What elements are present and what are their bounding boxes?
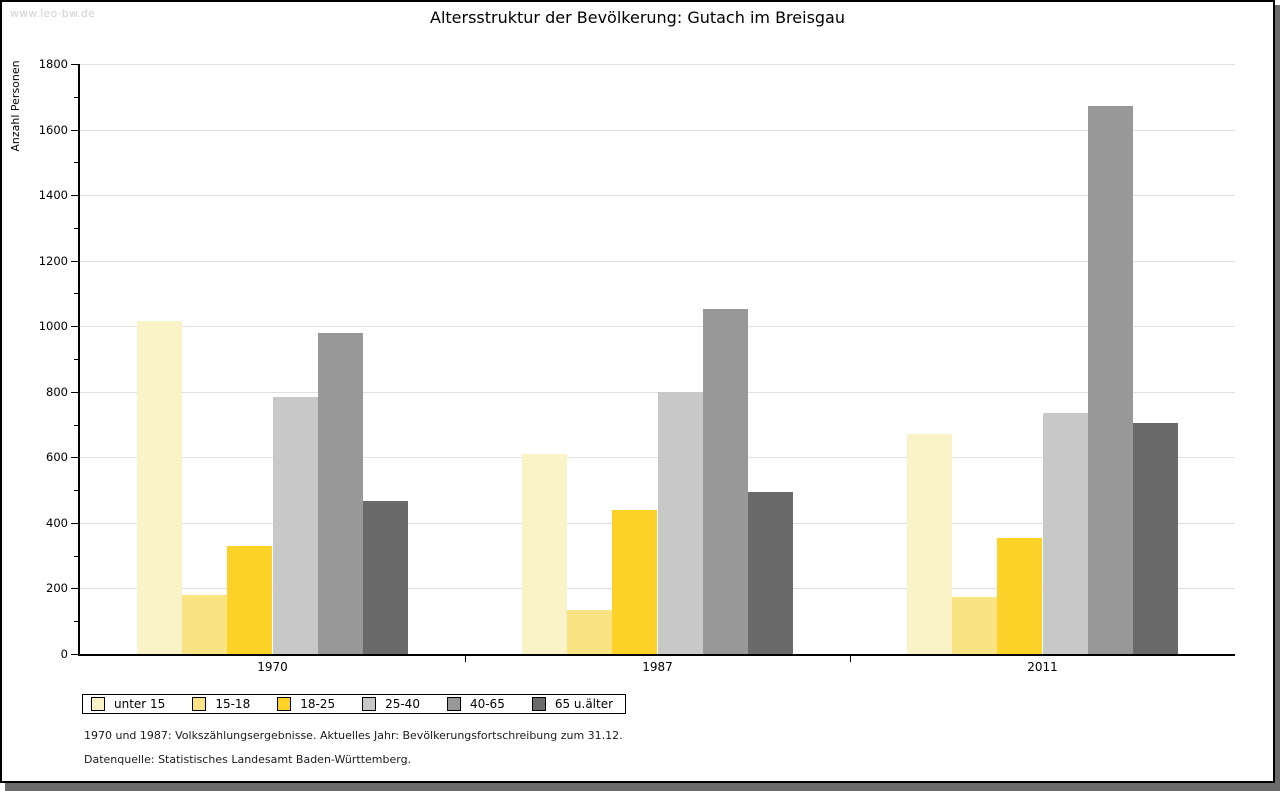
legend-item-18-25: 18-25 [277, 697, 335, 711]
bar-2011-65-u.älter [1132, 422, 1178, 654]
x-category-label-1987: 1987 [642, 660, 673, 674]
bar-1970-65-u.älter [362, 500, 408, 654]
y-tick-800 [71, 391, 78, 393]
legend-label-40-65: 40-65 [469, 697, 505, 711]
footnote-source-note: 1970 und 1987: Volkszählungsergebnisse. … [84, 729, 623, 742]
legend-item-65-u.älter: 65 u.älter [531, 697, 614, 711]
y-tick-1200 [71, 260, 78, 262]
y-tick-200 [71, 588, 78, 590]
legend-item-40-65: 40-65 [446, 697, 505, 711]
bar-1970-40-65 [317, 333, 363, 654]
page-shadow-bottom [5, 783, 1280, 791]
y-tick-label-1000: 1000 [38, 319, 68, 334]
y-minor-tick-1500 [74, 162, 78, 164]
bar-1987-40-65 [702, 309, 748, 654]
legend-label-18-25: 18-25 [300, 697, 336, 711]
x-axis-line [78, 654, 1235, 656]
bar-2011-15-18 [952, 596, 998, 654]
bar-2011-25-40 [1042, 413, 1088, 654]
legend-swatch-40-65 [446, 697, 461, 711]
footnote-data-source: Datenquelle: Statistisches Landesamt Bad… [84, 753, 412, 766]
bar-1987-15-18 [567, 610, 613, 654]
y-minor-tick-700 [74, 424, 78, 426]
gridline-1600 [80, 129, 1235, 131]
y-tick-600 [71, 457, 78, 459]
y-minor-tick-1300 [74, 227, 78, 229]
gridline-1200 [80, 260, 1235, 262]
y-tick-1000 [71, 326, 78, 328]
bar-1987-65-u.älter [747, 492, 793, 654]
y-tick-0 [71, 654, 78, 655]
y-tick-label-0: 0 [60, 647, 68, 661]
y-tick-1400 [71, 195, 78, 197]
gridline-1800 [80, 64, 1235, 65]
x-boundary-tick-1 [465, 656, 466, 662]
y-tick-400 [71, 522, 78, 524]
bar-2011-unter-15 [906, 433, 953, 654]
y-minor-tick-1700 [74, 96, 78, 98]
y-axis-line [78, 64, 80, 656]
watermark: www.leo-bw.de [10, 7, 96, 20]
y-minor-tick-1100 [74, 293, 78, 295]
gridline-1400 [80, 195, 1235, 197]
legend-swatch-25-40 [362, 697, 377, 711]
bar-1970-18-25 [227, 545, 273, 654]
x-category-label-2011: 2011 [1027, 660, 1058, 674]
legend-label-25-40: 25-40 [385, 697, 420, 711]
legend-swatch-unter-15 [91, 697, 105, 711]
legend-label-15-18: 15-18 [215, 697, 251, 711]
y-tick-label-1400: 1400 [38, 188, 68, 203]
y-tick-1600 [71, 129, 78, 131]
bar-1970-25-40 [272, 396, 318, 654]
legend-swatch-18-25 [277, 697, 292, 711]
chart-title: Altersstruktur der Bevölkerung: Gutach i… [430, 8, 845, 27]
legend-item-unter-15: unter 15 [91, 697, 165, 711]
bar-1987-25-40 [657, 391, 703, 654]
bar-2011-40-65 [1087, 106, 1133, 654]
x-boundary-tick-2 [850, 656, 851, 662]
plot-area: 0 200 400 600 800 1000 1200 1400 1600 1800 1970 198… [39, 57, 1235, 674]
y-minor-tick-100 [74, 621, 78, 623]
bar-1970-unter-15 [136, 321, 183, 654]
legend-swatch-65-u.älter [531, 697, 546, 711]
y-tick-label-1600: 1600 [38, 122, 68, 137]
bar-1987-unter-15 [521, 454, 568, 654]
legend-item-15-18: 15-18 [192, 697, 250, 711]
y-tick-label-200: 200 [46, 581, 68, 596]
bar-1970-15-18 [182, 595, 228, 654]
y-tick-label-1800: 1800 [38, 57, 68, 71]
x-category-label-1970: 1970 [257, 660, 288, 674]
bar-2011-18-25 [997, 537, 1043, 654]
y-tick-label-1200: 1200 [38, 253, 68, 268]
y-tick-label-600: 600 [46, 450, 68, 465]
y-minor-tick-500 [74, 490, 78, 492]
y-tick-label-400: 400 [46, 515, 68, 530]
y-minor-tick-900 [74, 359, 78, 360]
y-minor-tick-300 [74, 555, 78, 557]
legend-label-65-u.älter: 65 u.älter [554, 697, 614, 711]
y-tick-1800 [71, 64, 78, 65]
legend-label-unter-15: unter 15 [114, 697, 166, 711]
legend: unter 15 15-18 18-25 25-40 40-65 65 u.älter [82, 694, 627, 714]
page-shadow-right [1275, 5, 1280, 791]
gridline-1000 [80, 326, 1235, 328]
y-tick-label-800: 800 [46, 384, 68, 399]
bar-1987-18-25 [612, 509, 658, 654]
legend-swatch-15-18 [192, 697, 207, 711]
legend-item-25-40: 25-40 [362, 697, 420, 711]
